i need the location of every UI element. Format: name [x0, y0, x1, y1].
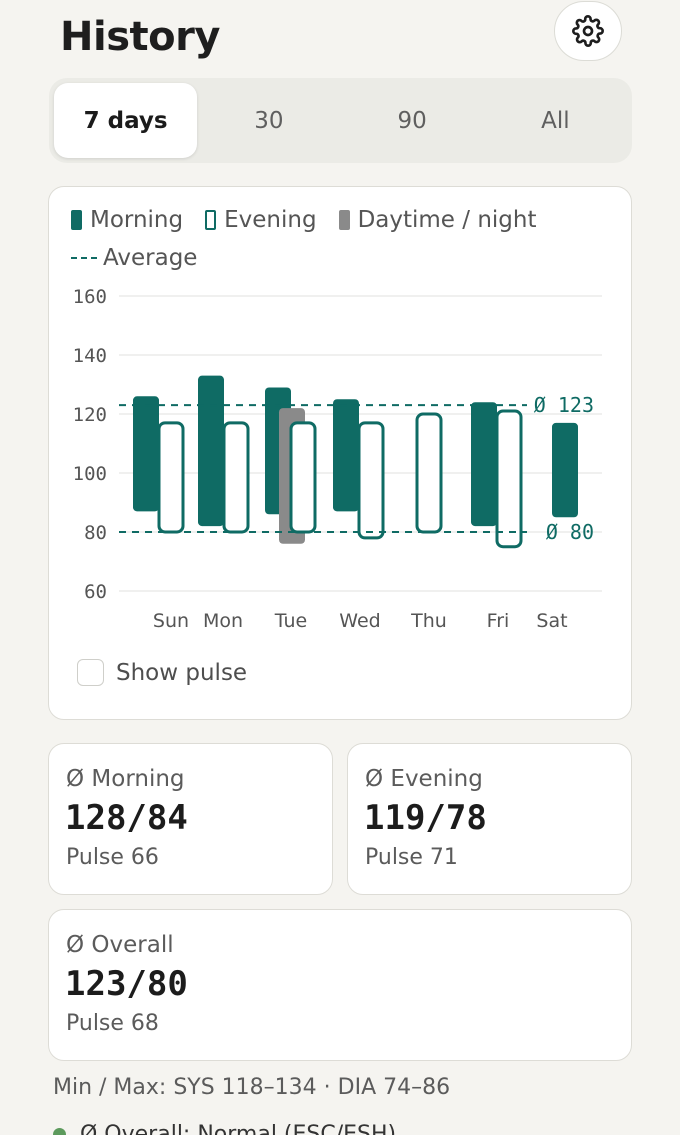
header: History [60, 1, 622, 64]
y-tick-label: 160 [73, 286, 107, 308]
y-tick-label: 100 [73, 463, 107, 485]
min-max-summary: Min / Max: SYS 118–134 · DIA 74–86 [53, 1075, 451, 1100]
y-tick-label: 140 [73, 345, 107, 367]
settings-button[interactable] [554, 1, 622, 61]
y-tick-label: 120 [73, 404, 107, 426]
tab-all[interactable]: All [541, 107, 570, 134]
average-label: Ø 80 [546, 520, 594, 544]
x-tick-label: Sat [536, 610, 567, 632]
stat-evening-label: Ø Evening [365, 766, 483, 792]
stat-evening-pulse: Pulse 71 [365, 845, 458, 870]
legend-daytime-label: Daytime / night [357, 207, 537, 233]
stat-overall-value: 123/80 [65, 964, 188, 1004]
morning-bar [133, 396, 159, 512]
tab-30-days[interactable]: 30 [254, 107, 284, 134]
morning-bar [471, 402, 497, 527]
average-dash [71, 257, 97, 259]
morning-bar [198, 375, 224, 527]
page-title: History [60, 14, 220, 60]
x-tick-label: Wed [339, 610, 380, 632]
legend: Morning Evening Daytime / night [71, 207, 559, 233]
stat-overall-label: Ø Overall [66, 932, 174, 958]
stat-morning-value: 128/84 [65, 798, 188, 838]
x-tick-label: Fri [487, 610, 510, 632]
stat-evening-value: 119/78 [364, 798, 487, 838]
y-tick-label: 60 [84, 581, 107, 603]
evening-swatch [205, 210, 217, 230]
show-pulse-checkbox[interactable] [77, 659, 104, 686]
stat-card-evening: Ø Evening 119/78 Pulse 71 [347, 743, 632, 895]
y-tick-label: 80 [84, 522, 107, 544]
tab-90-days[interactable]: 90 [397, 107, 427, 134]
stat-overall-pulse: Pulse 68 [66, 1011, 159, 1036]
range-tabs: 7 days 30 90 All [49, 78, 632, 163]
stat-morning-pulse: Pulse 66 [66, 845, 159, 870]
tab-7-days[interactable]: 7 days [54, 83, 198, 158]
classification-dot [53, 1128, 66, 1135]
evening-bar [415, 412, 443, 534]
morning-swatch [71, 210, 82, 230]
evening-bar [157, 421, 185, 534]
show-pulse-label: Show pulse [116, 659, 248, 686]
evening-bar [357, 421, 385, 540]
daytime-swatch [338, 210, 350, 230]
evening-bar [222, 421, 250, 534]
stat-morning-label: Ø Morning [66, 766, 185, 792]
legend-morning: Morning [71, 207, 183, 233]
gear-icon [572, 15, 604, 47]
x-tick-label: Mon [203, 610, 243, 632]
x-tick-label: Thu [410, 610, 447, 632]
x-tick-label: Sun [153, 610, 189, 632]
legend-evening-label: Evening [224, 207, 317, 233]
evening-bar [495, 409, 523, 549]
legend-evening: Evening [205, 207, 317, 233]
legend-average: Average [71, 245, 197, 271]
evening-bar [289, 421, 317, 534]
chart-card: Morning Evening Daytime / night Average … [48, 186, 632, 720]
bp-chart: 160 140 120 100 80 60 Sun Mon Tue Wed Thu Fri Sat Ø 1… [73, 286, 602, 632]
legend-morning-label: Morning [90, 207, 184, 233]
x-tick-label: Tue [274, 610, 307, 632]
morning-bar [552, 422, 578, 518]
stat-card-morning: Ø Morning 128/84 Pulse 66 [48, 743, 333, 895]
classification-text: Ø Overall: Normal (ESC/ESH) [80, 1122, 397, 1135]
legend-daytime: Daytime / night [338, 207, 537, 233]
morning-bar [333, 399, 359, 512]
show-pulse-row[interactable]: Show pulse [77, 659, 247, 686]
average-label: Ø 123 [534, 393, 594, 417]
legend-average-label: Average [103, 245, 198, 271]
stat-card-overall: Ø Overall 123/80 Pulse 68 [48, 909, 632, 1061]
classification-row: Ø Overall: Normal (ESC/ESH) [53, 1122, 396, 1135]
